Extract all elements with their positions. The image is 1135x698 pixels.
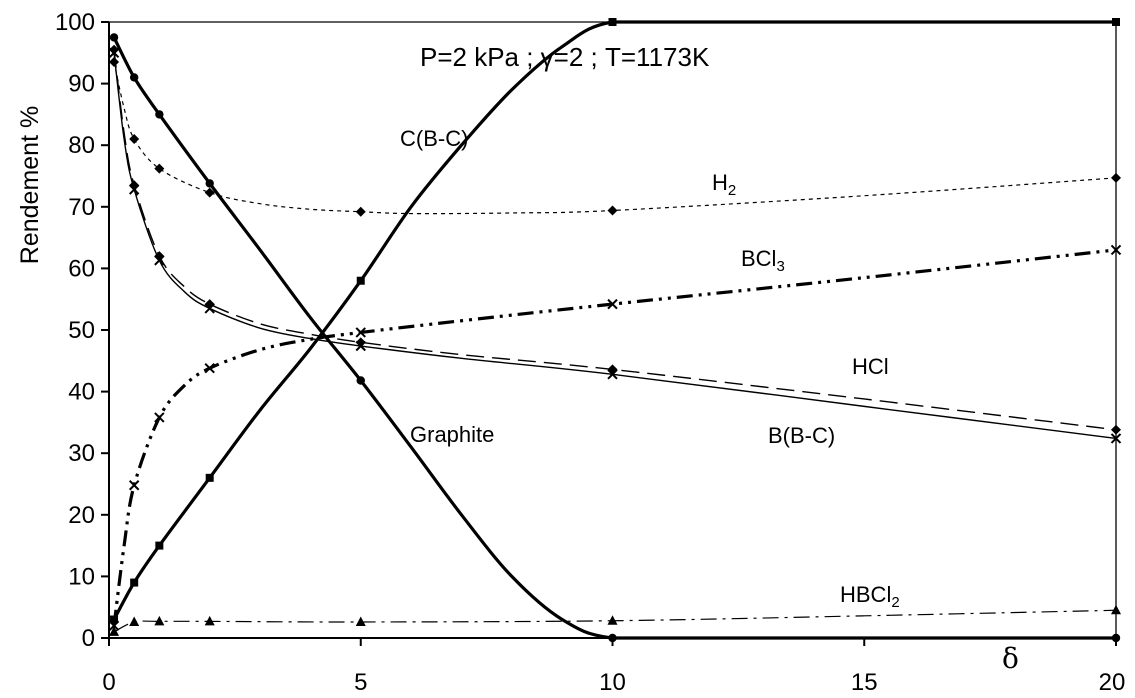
plot-frame <box>108 21 1117 639</box>
series-label-0: C(B-C) <box>400 126 468 151</box>
y-tick-label: 100 <box>55 9 95 36</box>
series-3-point <box>607 298 618 310</box>
series-5-point <box>108 47 120 59</box>
series-label-4: HCl <box>852 354 889 379</box>
x-tick-label: 15 <box>851 669 878 696</box>
y-tick-label: 90 <box>68 71 95 98</box>
series-5-point <box>607 369 618 380</box>
series-2-point <box>607 205 618 216</box>
series-6-point <box>204 615 215 626</box>
y-tick-label: 20 <box>68 502 95 529</box>
series-labels: C(B-C) Graphite H2 BCl3 HCl B(B-C) HBCl2 <box>400 126 900 611</box>
y-tick-label: 10 <box>68 563 95 590</box>
series-2-point <box>129 134 140 145</box>
series-3-point <box>108 620 120 631</box>
series-0-point <box>130 578 139 587</box>
series-line-6 <box>113 609 1117 633</box>
series-6-point <box>154 615 165 626</box>
series-3-point <box>355 327 366 338</box>
series-1-point <box>155 110 164 119</box>
series-0-point <box>356 276 365 285</box>
series-6-point <box>109 626 120 636</box>
series-1-point <box>129 73 139 82</box>
axis-ticks: 0 10 20 30 40 50 60 70 80 90 100 0 5 10 15 20 <box>55 9 1125 696</box>
x-axis-label: δ <box>1002 642 1019 675</box>
series-markers <box>108 18 1122 643</box>
series-0-point <box>205 473 214 482</box>
series-5-point <box>128 184 140 195</box>
series-5-point <box>154 255 165 266</box>
series-6-point <box>355 616 366 626</box>
y-tick-label: 80 <box>68 132 95 159</box>
series-3-point <box>154 412 165 423</box>
y-tick-label: 60 <box>68 255 95 282</box>
series-2-point <box>154 163 165 174</box>
series-1-point <box>356 376 365 385</box>
series-label-6: HBCl2 <box>840 582 900 611</box>
series-line-5 <box>113 52 1117 440</box>
series-label-1: Graphite <box>410 422 494 447</box>
series-line-1 <box>112 36 1116 640</box>
series-2-point <box>355 206 366 217</box>
series-5-point <box>355 340 366 352</box>
series-line-0 <box>112 20 1116 621</box>
series-curves <box>112 20 1117 640</box>
series-4-point <box>109 44 120 55</box>
x-tick-label: 20 <box>1099 669 1126 696</box>
y-tick-label: 70 <box>68 194 95 221</box>
series-1-point <box>205 179 214 188</box>
series-2-point <box>109 57 120 68</box>
series-line-2 <box>113 61 1117 215</box>
series-0-point <box>155 541 164 550</box>
y-tick-label: 0 <box>82 625 95 652</box>
series-4-point <box>607 364 618 375</box>
series-label-3: BCl3 <box>741 246 785 275</box>
y-tick-label: 50 <box>68 317 95 344</box>
chart-title: P=2 kPa ; γ=2 ; T=1173K <box>420 42 710 72</box>
series-3-point <box>128 480 140 491</box>
series-6-point <box>607 615 618 625</box>
x-tick-label: 10 <box>599 669 626 696</box>
series-6-point <box>129 616 140 626</box>
series-2-point <box>204 187 215 198</box>
series-0-point <box>110 615 119 624</box>
series-3-point <box>204 362 215 374</box>
y-axis-label: Rendement % <box>16 106 44 264</box>
series-5-point <box>204 303 215 314</box>
x-tick-label: 5 <box>354 669 367 696</box>
x-tick-label: 0 <box>102 669 115 696</box>
y-tick-label: 30 <box>68 440 95 467</box>
series-1-point <box>109 33 119 42</box>
series-label-2: H2 <box>712 170 736 199</box>
series-label-5: B(B-C) <box>768 423 835 448</box>
y-tick-label: 40 <box>68 379 95 406</box>
